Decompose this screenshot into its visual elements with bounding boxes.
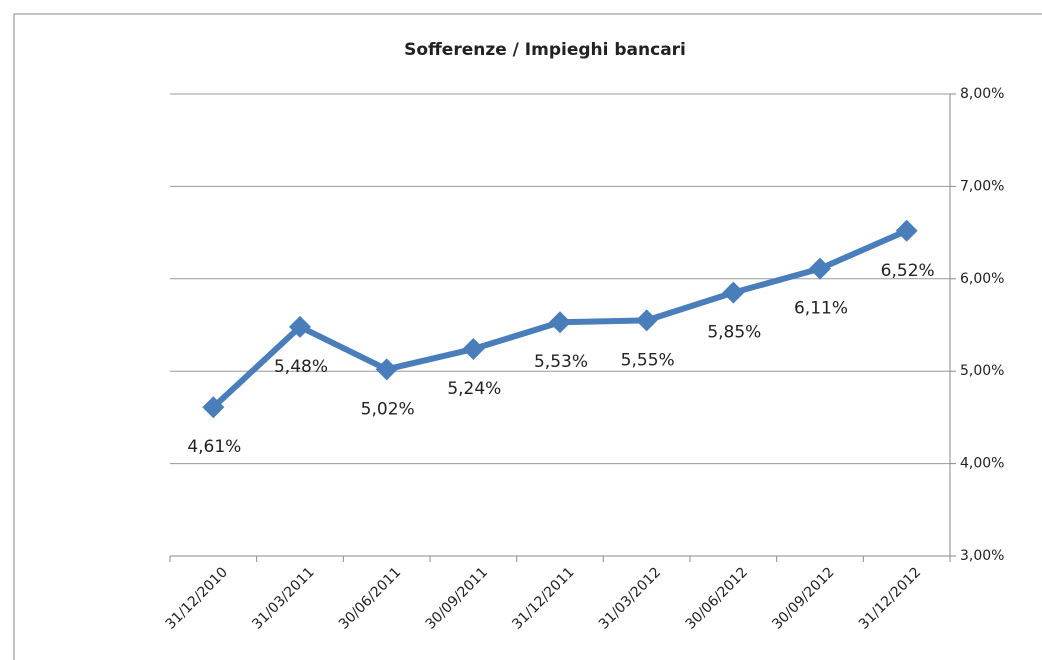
data-label: 6,52% bbox=[881, 261, 935, 281]
y-tick-label: 3,00% bbox=[960, 548, 1004, 564]
data-label: 5,48% bbox=[274, 357, 328, 377]
chart-frame bbox=[13, 13, 1042, 660]
y-tick-label: 8,00% bbox=[960, 86, 1004, 102]
marker bbox=[809, 257, 831, 280]
chart-title: Sofferenze / Impieghi bancari bbox=[404, 40, 686, 60]
y-tick-label: 4,00% bbox=[960, 456, 1004, 472]
data-label: 6,11% bbox=[794, 299, 848, 319]
y-tick-label: 7,00% bbox=[960, 178, 1004, 194]
marker bbox=[895, 219, 918, 242]
marker bbox=[289, 315, 311, 338]
data-label: 5,24% bbox=[447, 379, 501, 399]
data-label: 5,55% bbox=[621, 350, 675, 370]
marker bbox=[635, 309, 658, 332]
marker bbox=[722, 281, 745, 304]
data-label: 5,53% bbox=[534, 352, 588, 372]
data-label: 5,85% bbox=[707, 323, 761, 343]
y-tick-label: 5,00% bbox=[960, 363, 1004, 379]
marker bbox=[549, 311, 571, 334]
data-label: 4,61% bbox=[187, 437, 241, 457]
data-label: 5,02% bbox=[361, 399, 415, 419]
marker bbox=[375, 358, 398, 381]
marker bbox=[202, 396, 225, 419]
marker bbox=[462, 338, 485, 361]
y-tick-label: 6,00% bbox=[960, 271, 1004, 287]
